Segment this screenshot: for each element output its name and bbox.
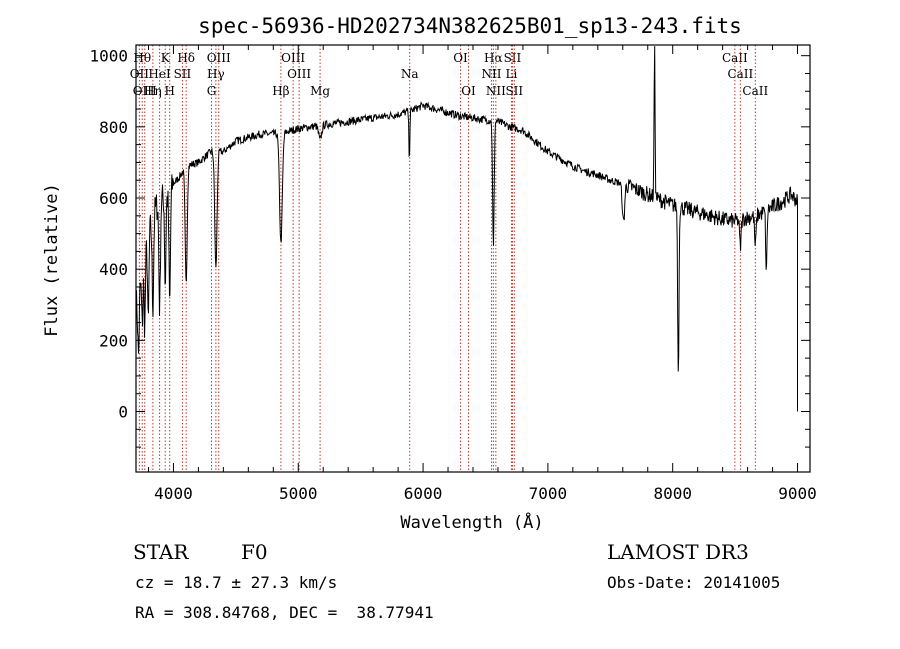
- line-marker-label-4: HeI: [148, 67, 171, 81]
- line-marker-label-14: OIII: [287, 67, 311, 81]
- line-marker-label-10: Hγ: [207, 67, 225, 81]
- line-marker-label-23: Li: [506, 67, 518, 81]
- object-class: STAR: [133, 540, 189, 564]
- line-marker-label-19: Hα: [484, 51, 503, 65]
- x-tick-label-8000: 8000: [653, 484, 692, 503]
- axis-ticks: [136, 45, 810, 472]
- line-marker-label-11: G: [207, 84, 217, 98]
- x-tick-label-7000: 7000: [529, 484, 568, 503]
- line-marker-label-20: NII: [481, 67, 501, 81]
- x-tick-label-9000: 9000: [778, 484, 817, 503]
- y-tick-label-0: 0: [118, 403, 128, 422]
- line-marker-label-24: SII: [505, 84, 523, 98]
- line-marker-label-8: H: [164, 84, 174, 98]
- line-marker-label-27: CaII: [742, 84, 768, 98]
- redshift-cz: cz = 18.7 ± 27.3 km/s: [135, 573, 338, 592]
- spectral-subclass: F0: [241, 540, 268, 564]
- line-marker-label-1: OII: [130, 67, 150, 81]
- survey-name: LAMOST DR3: [607, 540, 749, 564]
- line-marker-label-7: SII: [174, 67, 192, 81]
- line-marker-label-25: CaII: [722, 51, 748, 65]
- line-marker-label-16: Na: [401, 67, 419, 81]
- line-marker-label-6: Hδ: [177, 51, 195, 65]
- line-marker-label-0: Hθ: [133, 51, 151, 65]
- line-marker-label-18: OI: [461, 84, 476, 98]
- x-axis-label: Wavelength (Å): [400, 511, 543, 533]
- y-tick-label-400: 400: [99, 260, 128, 279]
- axis-tick-labels: 4000 5000 6000 7000 8000 9000 0 200 400 600 800 100…: [89, 47, 816, 503]
- line-marker-label-12: Hβ: [272, 84, 289, 98]
- coordinates: RA = 308.84768, DEC = 38.77941: [135, 603, 434, 622]
- line-marker-label-2: OIII: [133, 84, 157, 98]
- line-marker-label-9: OIII: [207, 51, 231, 65]
- line-marker-label-3: K: [161, 51, 171, 65]
- x-tick-label-4000: 4000: [154, 484, 193, 503]
- line-marker-label-5: Hη: [144, 84, 162, 98]
- line-marker-label-22: SII: [504, 51, 522, 65]
- line-marker-label-15: Mg: [310, 84, 330, 98]
- y-tick-label-1000: 1000: [89, 47, 128, 66]
- y-tick-label-200: 200: [99, 331, 128, 350]
- spectrum-line: [135, 46, 798, 412]
- y-tick-label-600: 600: [99, 189, 128, 208]
- x-tick-label-5000: 5000: [279, 484, 318, 503]
- line-marker-label-26: CaII: [727, 67, 753, 81]
- observation-date: Obs-Date: 20141005: [607, 573, 781, 592]
- line-marker-label-13: OIII: [281, 51, 305, 65]
- chart-title: spec-56936-HD202734N382625B01_sp13-243.f…: [198, 14, 742, 38]
- y-tick-label-800: 800: [99, 118, 128, 137]
- y-axis-label: Flux (relative): [42, 183, 62, 337]
- line-marker-label-17: OI: [453, 51, 468, 65]
- line-marker-label-21: NII: [486, 84, 506, 98]
- plot-frame: [135, 44, 811, 473]
- x-tick-label-6000: 6000: [404, 484, 443, 503]
- spectrum-series: [135, 46, 798, 412]
